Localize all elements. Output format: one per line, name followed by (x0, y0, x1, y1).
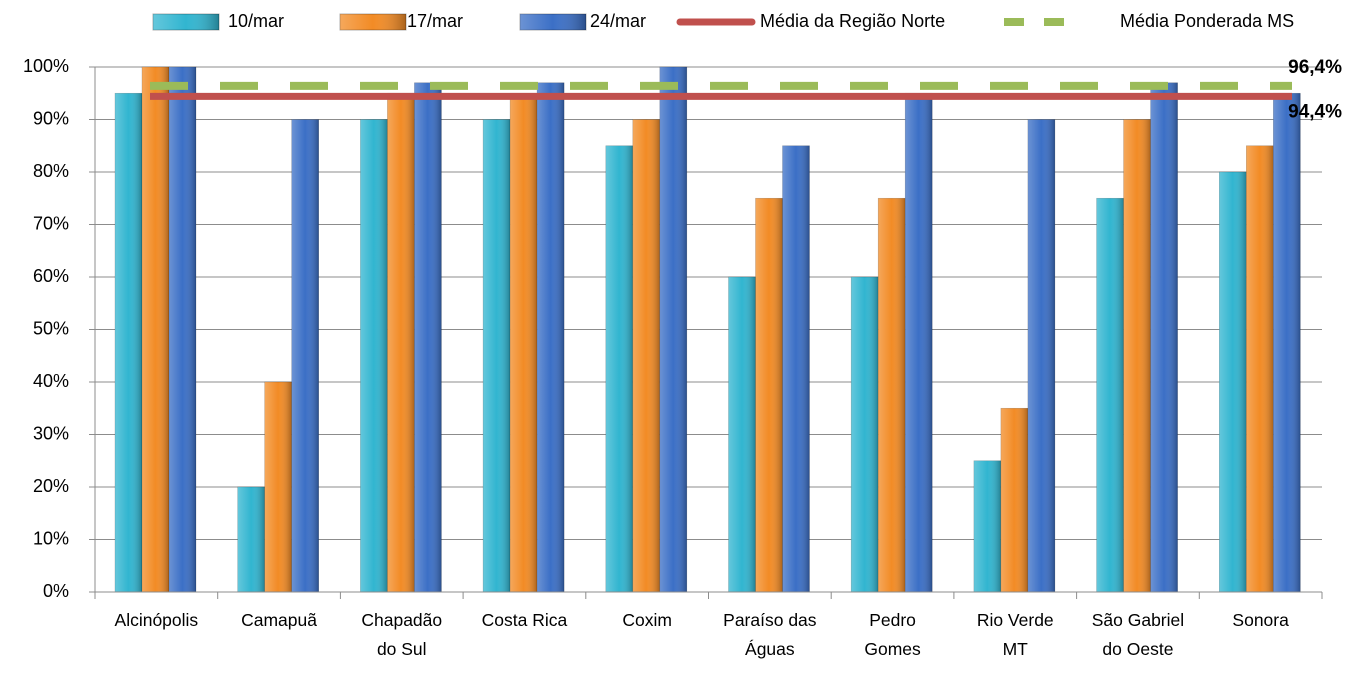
y-tick-label: 40% (33, 371, 69, 391)
x-tick-label: Alcinópolis (114, 610, 199, 630)
bar (414, 82, 442, 593)
y-tick-label: 100% (23, 56, 69, 76)
bar (360, 119, 388, 593)
bar (536, 82, 565, 593)
x-tick-label: Costa Rica (481, 610, 568, 630)
bar (1000, 407, 1029, 593)
y-tick-label: 70% (33, 213, 69, 233)
bar (482, 119, 511, 593)
bar (264, 381, 293, 593)
legend-swatch-shade (153, 14, 219, 30)
bar (850, 276, 879, 593)
y-tick-label: 30% (33, 423, 69, 443)
bar (509, 92, 538, 593)
bar (605, 145, 634, 593)
y-tick-label: 60% (33, 266, 69, 286)
bar (782, 145, 810, 593)
bar (904, 92, 933, 593)
legend-label: 10/mar (228, 11, 284, 31)
reference-label: 94,4% (1288, 101, 1342, 122)
bar (1150, 82, 1178, 593)
bar (755, 197, 783, 593)
bar (1246, 145, 1274, 593)
x-tick-label: Camapuã (241, 610, 317, 630)
legend-swatch-shade (520, 14, 586, 30)
legend-label: Média da Região Norte (760, 11, 945, 31)
x-tick-label: Sonora (1232, 610, 1289, 630)
x-tick-label: Pedro Gomes (864, 610, 921, 659)
bar (728, 276, 756, 593)
y-tick-label: 10% (33, 528, 69, 548)
legend-label: 17/mar (407, 11, 463, 31)
x-tick-label: São Gabriel do Oeste (1091, 610, 1185, 659)
bar (168, 66, 197, 593)
bar (1096, 197, 1124, 593)
bar (1273, 92, 1301, 593)
legend-label: Média Ponderada MS (1120, 11, 1294, 31)
y-tick-label: 80% (33, 161, 69, 181)
bar (1123, 119, 1151, 593)
bar (291, 119, 320, 593)
bar (237, 486, 265, 593)
reference-label: 96,4% (1288, 57, 1342, 78)
x-tick-label: Rio Verde MT (976, 610, 1054, 659)
x-tick-label: Chapadão do Sul (361, 610, 443, 659)
bar (659, 66, 688, 593)
legend-label: 24/mar (590, 11, 646, 31)
x-tick-label: Coxim (622, 610, 672, 630)
bar (1219, 171, 1247, 593)
bar (141, 66, 170, 593)
bar (114, 92, 143, 593)
y-tick-label: 50% (33, 318, 69, 338)
y-tick-label: 90% (33, 108, 69, 128)
bar (877, 197, 906, 593)
bar (632, 119, 661, 593)
legend-swatch-shade (340, 14, 406, 30)
y-tick-label: 0% (43, 581, 69, 601)
bar (1027, 119, 1056, 593)
x-tick-label: Paraíso das Águas (723, 610, 817, 659)
bar (973, 460, 1002, 593)
y-tick-label: 20% (33, 476, 69, 496)
bar (387, 92, 415, 593)
